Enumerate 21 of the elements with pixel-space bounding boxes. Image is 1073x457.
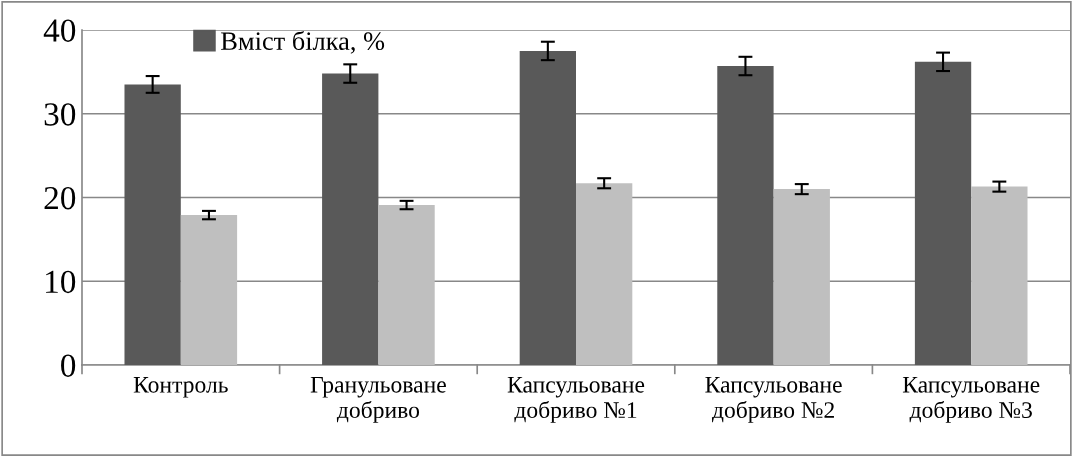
bar [322, 73, 379, 365]
bar [773, 189, 830, 365]
x-tick-label: Капсульоване добриво №3 [902, 376, 1040, 423]
y-tick-label: 10 [46, 270, 76, 294]
x-tick-label: Гранульоване добриво [310, 376, 446, 423]
y-tick-label: 40 [43, 19, 76, 42]
x-tick-label: Капсульоване добриво №1 [507, 376, 645, 423]
bar [519, 50, 576, 365]
bar [717, 66, 774, 365]
bar [576, 183, 633, 365]
y-tick-label: 20 [44, 186, 76, 210]
bar [180, 215, 238, 365]
legend-label: Вміст білка, % [221, 30, 385, 54]
bar [124, 84, 181, 365]
bar [914, 61, 972, 365]
bar [378, 205, 435, 365]
x-tick-label: Капсульоване добриво №2 [705, 376, 842, 423]
bar [971, 186, 1028, 365]
y-tick-label: 30 [44, 103, 76, 126]
x-tick-label: Контроль [133, 377, 228, 398]
y-tick-label: 0 [61, 354, 76, 377]
